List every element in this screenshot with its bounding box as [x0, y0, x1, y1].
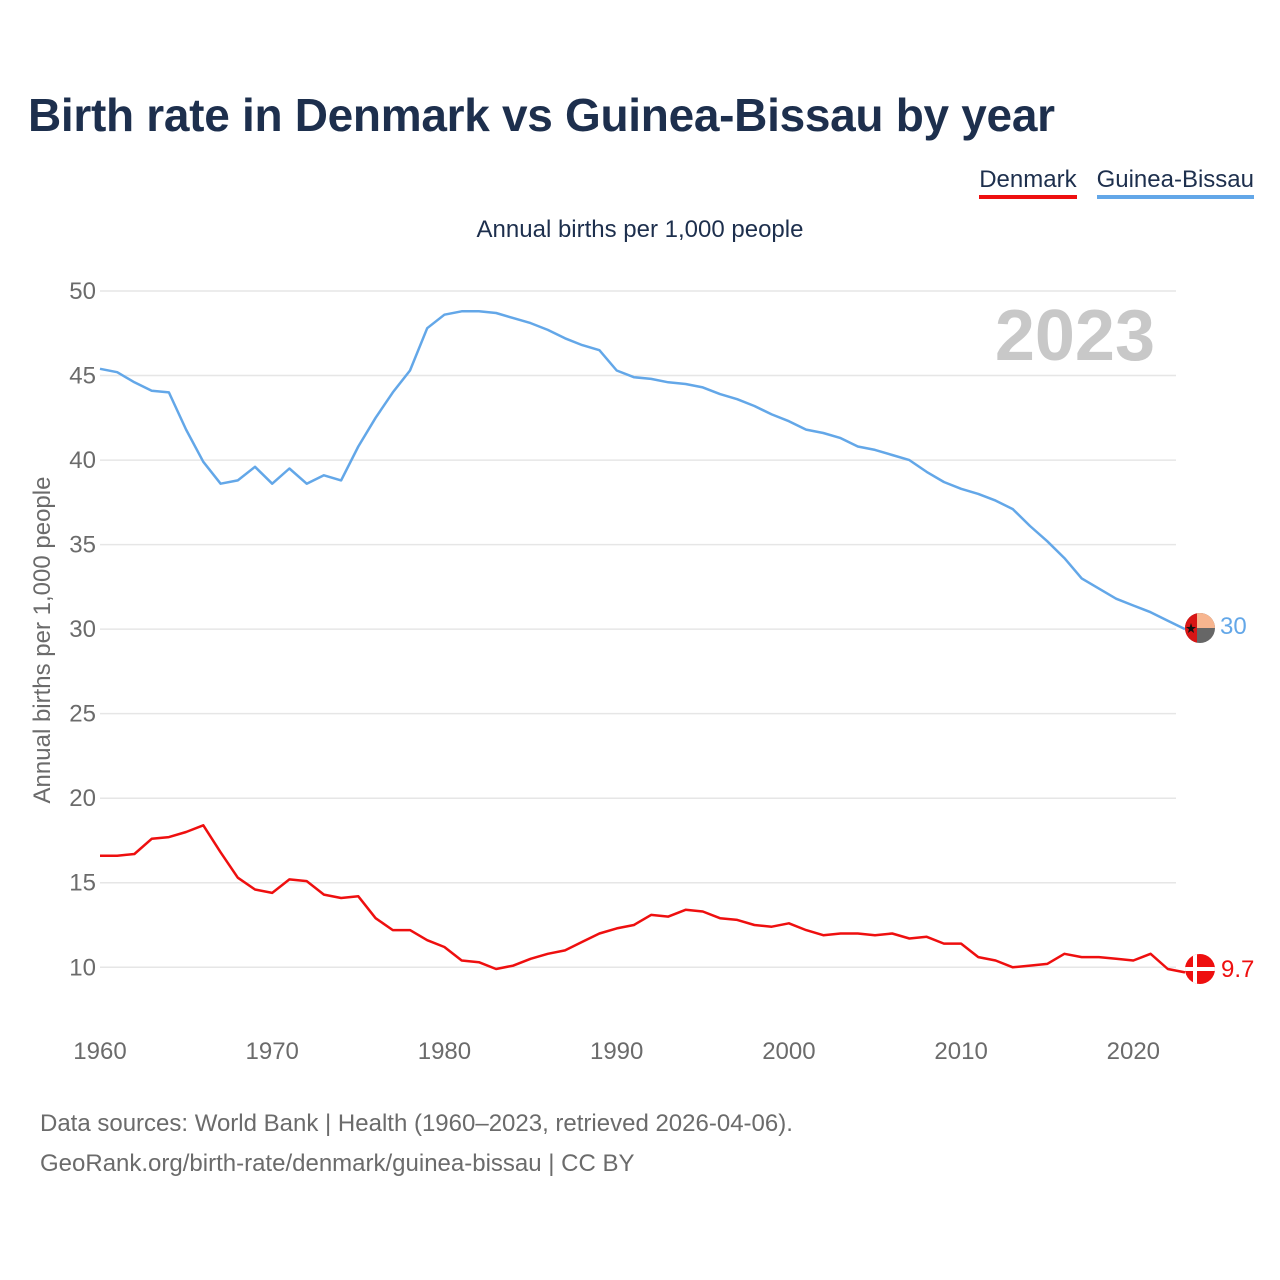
y-tick-label: 30	[69, 616, 96, 643]
guinea-bissau-end-value: 30	[1220, 613, 1247, 640]
y-tick-label: 15	[69, 870, 96, 897]
footer-sources: Data sources: World Bank | Health (1960–…	[40, 1110, 793, 1137]
guinea-bissau-line[interactable]	[99, 310, 1186, 631]
legend-item-guinea-bissau[interactable]: Guinea-Bissau	[1096, 166, 1254, 199]
y-tick-label: 10	[69, 954, 96, 981]
denmark-line[interactable]	[100, 824, 1186, 974]
chart-title: Birth rate in Denmark vs Guinea-Bissau b…	[28, 89, 1055, 141]
y-tick-label: 35	[69, 532, 96, 559]
y-tick-label: 25	[69, 701, 96, 728]
x-tick-label: 1990	[590, 1038, 643, 1065]
legend: Denmark Guinea-Bissau	[979, 166, 1254, 199]
denmark-flag-icon	[1185, 954, 1215, 984]
chart-subtitle: Annual births per 1,000 people	[476, 216, 804, 243]
legend-item-denmark[interactable]: Denmark	[979, 166, 1077, 199]
y-tick-label: 45	[69, 363, 96, 390]
year-watermark: 2023	[995, 296, 1155, 376]
footer-link[interactable]: GeoRank.org/birth-rate/denmark/guinea-bi…	[40, 1150, 635, 1177]
denmark-end-value: 9.7	[1221, 956, 1254, 983]
y-tick-label: 50	[69, 278, 96, 305]
x-tick-label: 1980	[418, 1038, 471, 1065]
x-tick-label: 1960	[73, 1038, 126, 1065]
line-chart: 2023 10 15 20 25 30 35 40 45 50 1960 1970 1980 1990…	[29, 278, 1254, 1065]
x-tick-label: 2020	[1107, 1038, 1160, 1065]
y-tick-label: 40	[69, 447, 96, 474]
x-tick-label: 2010	[934, 1038, 987, 1065]
footer: Data sources: World Bank | Health (1960–…	[40, 1104, 793, 1184]
y-tick-label: 20	[69, 785, 96, 812]
y-axis-label: Annual births per 1,000 people	[29, 477, 56, 804]
x-tick-label: 1970	[246, 1038, 299, 1065]
guinea-bissau-flag-icon	[1185, 613, 1215, 643]
x-tick-label: 2000	[762, 1038, 815, 1065]
